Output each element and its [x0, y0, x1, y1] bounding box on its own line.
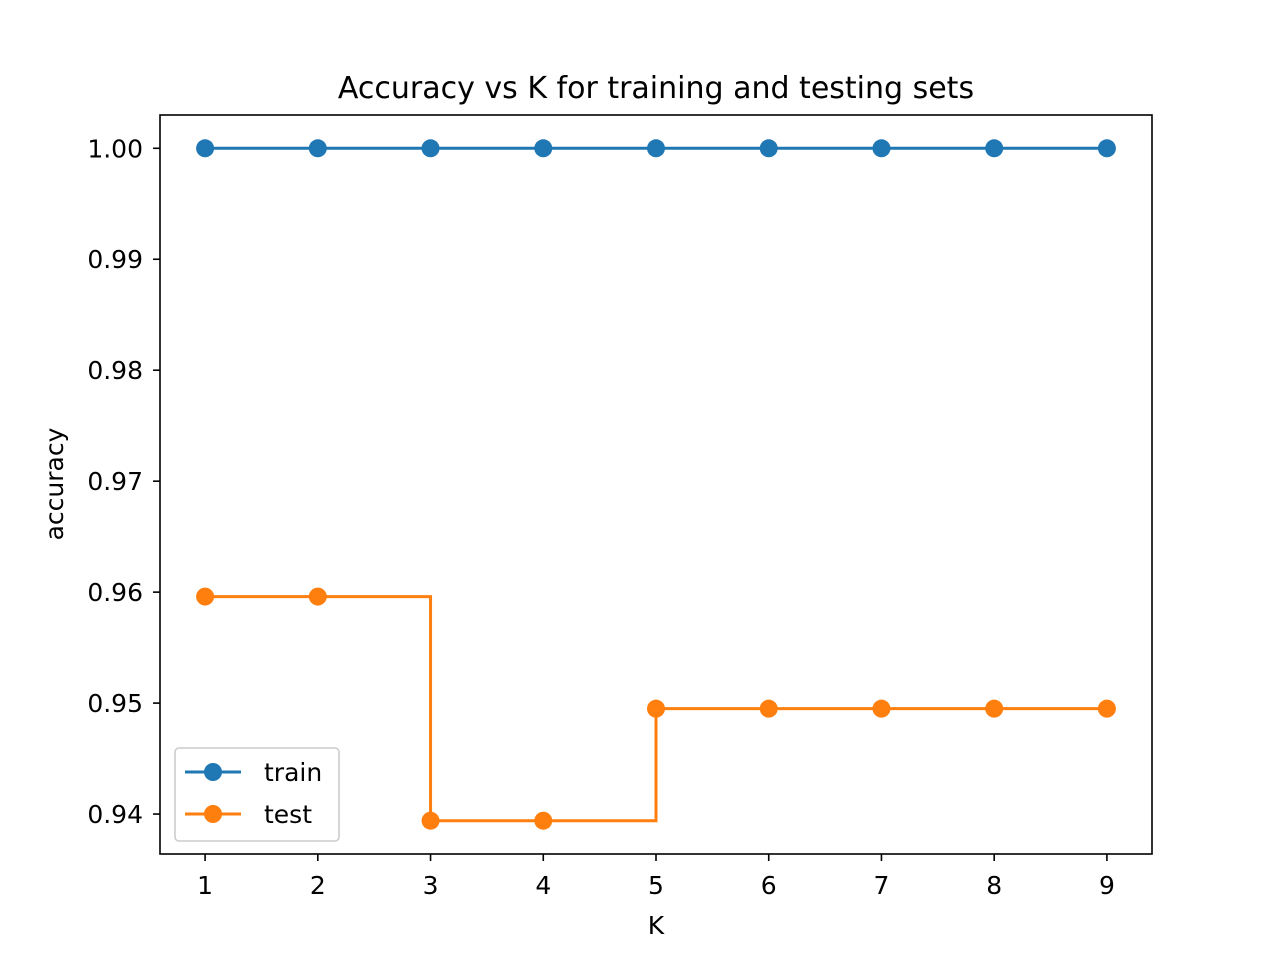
series-train-point-8	[985, 139, 1004, 158]
series-test-point-4	[534, 811, 553, 830]
legend-train-label: train	[264, 758, 322, 787]
legend-train-swatch-marker	[204, 763, 222, 781]
legend: train test	[174, 747, 340, 842]
series-test-point-5	[647, 699, 665, 718]
x-axis-label: K	[648, 911, 665, 940]
series-train-point-7	[872, 139, 891, 158]
x-tick-label: 9	[1099, 871, 1115, 900]
x-tick-label: 1	[197, 871, 213, 900]
x-tick-label: 3	[423, 871, 439, 900]
legend-test-label: test	[264, 800, 312, 829]
axes: 1 2 3 4 5 6 7 8 9 0.94 0.95 0.96 0.97 0.98 0.99 1.00	[87, 114, 1153, 900]
y-tick-label: 0.99	[87, 245, 143, 274]
y-tick-label: 0.96	[87, 578, 143, 607]
legend-test-swatch-marker	[204, 805, 222, 823]
series-train-point-3	[421, 139, 440, 158]
series-train-point-6	[759, 139, 778, 158]
y-tick-label: 0.97	[87, 467, 143, 496]
series-train-point-1	[196, 139, 215, 158]
y-axis-label: accuracy	[40, 427, 69, 540]
series-test-point-6	[759, 699, 778, 718]
series-test-point-3	[421, 811, 440, 830]
plot-area	[196, 139, 1116, 830]
x-tick-label: 8	[986, 871, 1002, 900]
x-tick-label: 4	[535, 871, 551, 900]
series-train-point-2	[308, 139, 327, 158]
series-test-point-1	[196, 587, 215, 606]
x-tick-label: 6	[761, 871, 777, 900]
series-test-point-7	[872, 699, 891, 718]
y-tick-label: 1.00	[87, 134, 143, 163]
chart-title: Accuracy vs K for training and testing s…	[338, 71, 974, 106]
x-tick-label: 5	[648, 871, 664, 900]
x-tick-label: 2	[310, 871, 326, 900]
series-train-point-4	[534, 139, 553, 158]
series-test-point-8	[985, 699, 1004, 718]
series-test-point-2	[308, 587, 327, 606]
x-tick-label: 7	[874, 871, 890, 900]
y-tick-label: 0.98	[87, 356, 143, 385]
series-test-point-9	[1097, 699, 1116, 718]
y-tick-label: 0.95	[87, 689, 143, 718]
series-test-line	[205, 595, 1107, 823]
series-train-point-9	[1097, 139, 1116, 158]
series-train-point-5	[647, 139, 665, 158]
y-tick-label: 0.94	[87, 800, 143, 829]
